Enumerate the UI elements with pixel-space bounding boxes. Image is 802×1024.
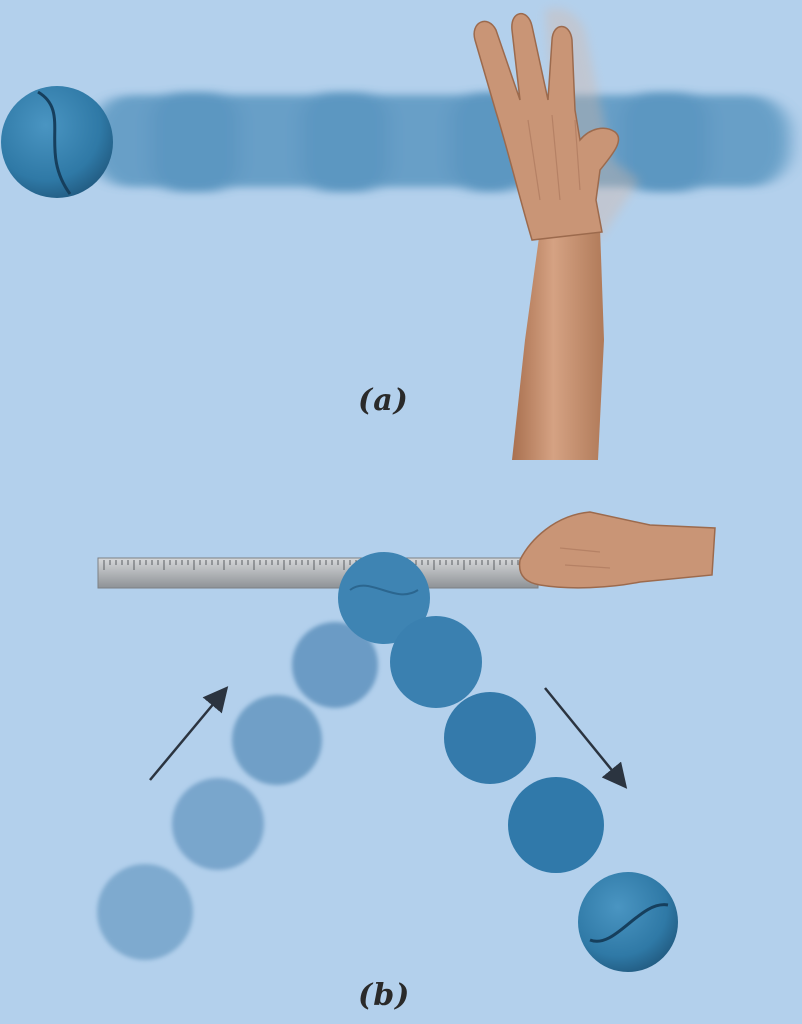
hand-icon [518, 511, 716, 589]
incoming-ball-trail [97, 622, 378, 960]
panel-a: (a) [1, 8, 790, 460]
tennis-ball-icon [390, 616, 482, 708]
tennis-ball-icon [232, 695, 322, 785]
tennis-ball-icon [578, 872, 678, 972]
outgoing-ball-trail [390, 616, 678, 972]
tennis-ball-icon [172, 778, 264, 870]
arrow-icon [149, 686, 229, 781]
tennis-ball-icon [444, 692, 536, 784]
ruler-icon [97, 557, 539, 589]
caption-b: (b) [358, 978, 410, 1013]
motion-blur-streak [90, 92, 790, 192]
forearm [512, 228, 604, 460]
tennis-ball-icon [508, 777, 604, 873]
panel-b: (b) [97, 511, 716, 1013]
tennis-ball-icon [97, 864, 193, 960]
tennis-ball-icon [292, 622, 378, 708]
caption-a: (a) [358, 383, 409, 418]
hand-icon [473, 13, 620, 241]
tennis-ball-icon [1, 86, 113, 198]
arrow-icon [544, 687, 628, 789]
tennis-ball-icon [338, 552, 430, 644]
